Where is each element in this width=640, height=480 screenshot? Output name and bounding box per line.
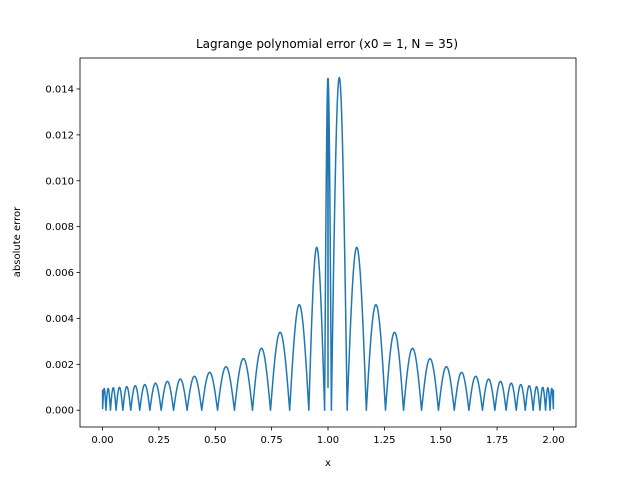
y-tick-label: 0.006 <box>45 268 74 279</box>
x-axis-ticks: 0.00 0.25 0.50 0.75 1.00 1.25 1.50 1.75 2.00 <box>91 427 565 446</box>
x-axis-label: x <box>325 458 331 469</box>
x-tick-label: 0.50 <box>204 435 226 446</box>
chart-title: Lagrange polynomial error (x0 = 1, N = 3… <box>196 37 458 51</box>
x-tick-label: 1.50 <box>430 435 452 446</box>
plot-area <box>101 76 555 411</box>
y-axis-ticks: 0.000 0.002 0.004 0.006 0.008 0.010 0.012 0.014 <box>45 84 80 417</box>
y-tick-label: 0.010 <box>45 176 74 187</box>
y-tick-label: 0.012 <box>45 130 74 141</box>
y-tick-label: 0.008 <box>45 222 74 233</box>
y-axis-label: absolute error <box>12 206 23 277</box>
x-tick-label: 0.00 <box>91 435 113 446</box>
y-tick-label: 0.014 <box>45 84 74 95</box>
y-tick-label: 0.004 <box>45 314 74 325</box>
x-tick-label: 0.25 <box>148 435 170 446</box>
x-tick-label: 1.75 <box>486 435 508 446</box>
x-tick-label: 2.00 <box>542 435 564 446</box>
x-tick-label: 1.00 <box>317 435 339 446</box>
y-tick-label: 0.000 <box>45 406 74 417</box>
error-series-line <box>101 76 555 411</box>
y-tick-label: 0.002 <box>45 360 74 371</box>
plot-frame <box>79 57 577 428</box>
x-tick-label: 0.75 <box>261 435 283 446</box>
x-tick-label: 1.25 <box>373 435 395 446</box>
